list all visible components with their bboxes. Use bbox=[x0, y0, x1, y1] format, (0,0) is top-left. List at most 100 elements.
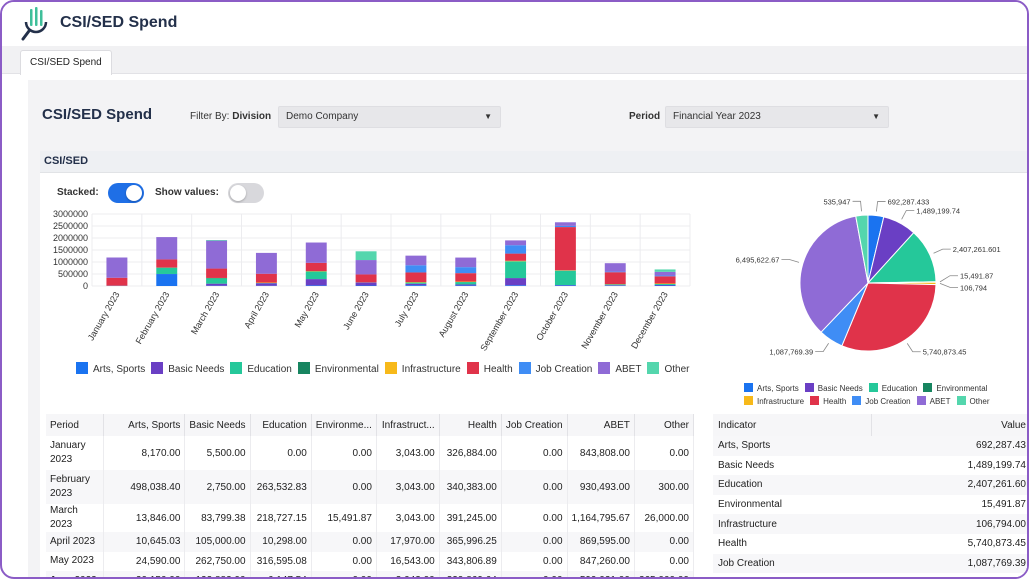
bar-segment-basic-needs[interactable] bbox=[255, 283, 277, 286]
bar-segment-arts-sports[interactable] bbox=[405, 285, 427, 286]
bar-segment-job-creation[interactable] bbox=[554, 225, 576, 228]
bar-segment-health[interactable] bbox=[156, 259, 178, 268]
bar-segment-basic-needs[interactable] bbox=[405, 283, 427, 286]
bar-segment-job-creation[interactable] bbox=[505, 245, 527, 254]
column-header-period[interactable]: Period bbox=[46, 414, 105, 436]
bar-segment-health[interactable] bbox=[355, 274, 377, 283]
bar-segment-health[interactable] bbox=[206, 268, 228, 278]
bar-segment-abet[interactable] bbox=[604, 263, 626, 272]
table-row[interactable]: June 202320,150.00122,883.006,147.540.00… bbox=[46, 571, 694, 577]
period-select[interactable]: Financial Year 2023 ▼ bbox=[665, 106, 889, 128]
table-row[interactable]: Health 5,740,873.45 bbox=[713, 534, 1027, 554]
pie-legend-item-other[interactable]: Other bbox=[956, 395, 990, 408]
bar-segment-arts-sports[interactable] bbox=[554, 285, 576, 286]
bar-segment-basic-needs[interactable] bbox=[206, 283, 228, 286]
bar-segment-abet[interactable] bbox=[505, 240, 527, 246]
bar-segment-job-creation[interactable] bbox=[405, 265, 427, 273]
bar-segment-arts-sports[interactable] bbox=[505, 285, 527, 286]
bar-segment-abet[interactable] bbox=[554, 222, 576, 226]
bar-segment-health[interactable] bbox=[554, 227, 576, 271]
legend-item-abet[interactable]: ABET bbox=[598, 362, 641, 378]
table-row[interactable]: February 2023 498,038.40 2,750.00 263,532.8… bbox=[46, 470, 694, 504]
pie-slice-other[interactable] bbox=[855, 214, 869, 284]
bar-segment-basic-needs[interactable] bbox=[505, 278, 527, 286]
table-row[interactable]: April 2023 10,645.03 105,000.00 10,298.00 0.… bbox=[46, 532, 694, 552]
bar-segment-education[interactable] bbox=[554, 270, 576, 286]
pie-legend-item-infrastructure[interactable]: Infrastructure bbox=[744, 395, 804, 408]
bar-segment-abet[interactable] bbox=[206, 240, 228, 269]
bar-segment-abet[interactable] bbox=[654, 271, 676, 276]
stacked-toggle[interactable] bbox=[108, 183, 144, 203]
bar-segment-job-creation[interactable] bbox=[654, 275, 676, 277]
bar-segment-health[interactable] bbox=[405, 272, 427, 283]
table-row[interactable]: Education 2,407,261.60 bbox=[713, 475, 1027, 495]
bar-segment-arts-sports[interactable] bbox=[305, 285, 327, 286]
bar-segment-job-creation[interactable] bbox=[455, 267, 477, 274]
bar-segment-other[interactable] bbox=[355, 251, 377, 261]
column-header-abet[interactable]: ABET bbox=[567, 414, 635, 436]
show-values-toggle[interactable] bbox=[228, 183, 264, 203]
pie-slice-education[interactable] bbox=[866, 231, 937, 284]
table-row[interactable]: May 2023 24,590.00 262,750.00 316,595.08 0.0… bbox=[46, 551, 694, 571]
bar-segment-basic-needs[interactable] bbox=[355, 282, 377, 286]
bar-segment-other[interactable] bbox=[654, 269, 676, 272]
table-row[interactable]: Basic Needs 1,489,199.74 bbox=[713, 456, 1027, 476]
table-row[interactable]: Infrastructure 106,794.00 bbox=[713, 514, 1027, 534]
bar-segment-basic-needs[interactable] bbox=[654, 284, 676, 286]
bar-segment-education[interactable] bbox=[455, 282, 477, 285]
legend-item-health[interactable]: Health bbox=[466, 362, 513, 378]
bar-segment-health[interactable] bbox=[505, 253, 527, 261]
bar-segment-abet[interactable] bbox=[355, 260, 377, 275]
column-header-environme[interactable]: Environme... bbox=[311, 414, 377, 436]
bar-segment-health[interactable] bbox=[455, 273, 477, 282]
legend-item-arts-sports[interactable]: Arts, Sports bbox=[76, 362, 145, 378]
column-header-indicator[interactable]: Indicator bbox=[713, 414, 872, 436]
table-row[interactable]: Job Creation 1,087,769.39 bbox=[713, 553, 1027, 574]
legend-item-basic-needs[interactable]: Basic Needs bbox=[151, 362, 224, 378]
division-select[interactable]: Demo Company ▼ bbox=[278, 106, 501, 128]
bar-segment-abet[interactable] bbox=[156, 237, 178, 260]
pie-legend-item-job-creation[interactable]: Job Creation bbox=[852, 395, 911, 408]
bar-segment-health[interactable] bbox=[255, 273, 277, 283]
bar-segment-education[interactable] bbox=[206, 278, 228, 284]
column-header-basic-needs[interactable]: Basic Needs bbox=[184, 414, 251, 436]
legend-item-education[interactable]: Education bbox=[230, 362, 292, 378]
pie-legend-item-health[interactable]: Health bbox=[810, 395, 846, 408]
column-header-health[interactable]: Health bbox=[439, 414, 502, 436]
column-header-arts-sports[interactable]: Arts, Sports bbox=[103, 414, 186, 436]
bar-segment-other[interactable] bbox=[206, 239, 228, 241]
bar-segment-health[interactable] bbox=[654, 276, 676, 284]
bar-segment-arts-sports[interactable] bbox=[455, 285, 477, 286]
bar-segment-arts-sports[interactable] bbox=[156, 274, 178, 286]
legend-item-job-creation[interactable]: Job Creation bbox=[518, 362, 592, 378]
legend-item-infrastructure[interactable]: Infrastructure bbox=[384, 362, 461, 378]
pie-slice-abet[interactable] bbox=[799, 215, 869, 333]
table-row[interactable]: Environmental 15,491.87 bbox=[713, 495, 1027, 515]
legend-item-environmental[interactable]: Environmental bbox=[297, 362, 379, 378]
column-header-infrastruct[interactable]: Infrastruct... bbox=[376, 414, 440, 436]
table-row[interactable]: March 2023 13,846.00 83,799.38 218,727.15 15… bbox=[46, 504, 694, 532]
bar-segment-abet[interactable] bbox=[305, 242, 327, 263]
bar-segment-education[interactable] bbox=[305, 271, 327, 280]
bar-segment-education[interactable] bbox=[505, 261, 527, 279]
pie-legend-item-basic-needs[interactable]: Basic Needs bbox=[804, 382, 863, 395]
tab-csi-sed-spend[interactable]: CSI/SED Spend bbox=[20, 50, 112, 75]
bar-segment-abet[interactable] bbox=[255, 252, 277, 274]
bar-segment-health[interactable] bbox=[305, 262, 327, 272]
column-header-education[interactable]: Education bbox=[250, 414, 312, 436]
bar-segment-education[interactable] bbox=[405, 282, 427, 284]
table-row[interactable]: Arts, Sports 692,287.43 bbox=[713, 436, 1027, 456]
pie-legend-item-abet[interactable]: ABET bbox=[916, 395, 951, 408]
bar-segment-abet[interactable] bbox=[405, 255, 427, 266]
bar-segment-abet[interactable] bbox=[455, 257, 477, 268]
pie-legend-item-environmental[interactable]: Environmental bbox=[923, 382, 987, 395]
bar-segment-education[interactable] bbox=[604, 284, 626, 286]
pie-legend-item-education[interactable]: Education bbox=[868, 382, 917, 395]
pie-slice-health[interactable] bbox=[841, 282, 937, 352]
bar-segment-abet[interactable] bbox=[106, 257, 128, 278]
bar-segment-health[interactable] bbox=[604, 272, 626, 285]
column-header-value[interactable]: Value bbox=[871, 414, 1027, 436]
bar-segment-education[interactable] bbox=[156, 267, 178, 274]
bar-segment-basic-needs[interactable] bbox=[455, 284, 477, 286]
bar-segment-health[interactable] bbox=[106, 277, 128, 286]
